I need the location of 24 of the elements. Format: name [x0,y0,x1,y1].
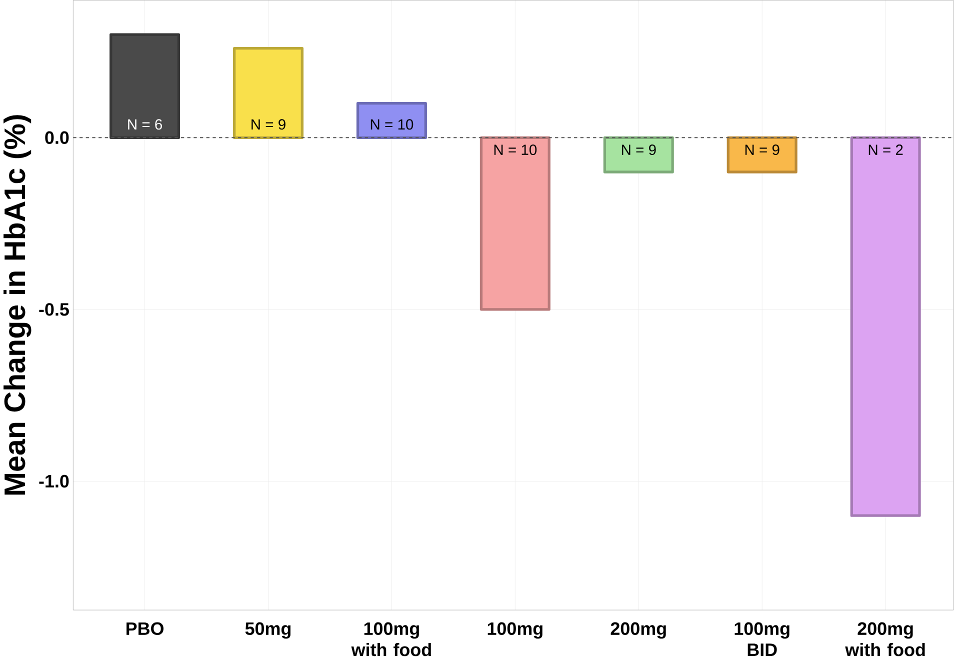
bar [356,102,427,139]
x-tick-label: 100mg BID [734,622,790,656]
annotation: N = 10 [370,119,414,130]
bar [726,136,798,174]
x-tick-label: 100mg with food [351,622,431,656]
y-tick-label: 0.0 [45,131,69,144]
annotation: N = 9 [622,144,656,155]
bar [850,136,921,517]
annotation: N = 2 [868,144,903,155]
x-tick-label: 200mg [610,622,666,638]
annotation: N = 10 [494,144,537,155]
x-tick-label: PBO [126,622,164,635]
annotation: N = 9 [252,119,286,130]
annotation: N = 6 [128,119,162,130]
x-tick-label: 100mg [488,622,542,638]
bar [232,46,304,139]
y-tick-label: -0.5 [39,302,69,316]
x-tick-label: 200mg with food [845,622,925,656]
annotation: N = 9 [745,144,780,155]
y-axis-title: Mean Change in HbA1c (%) [4,114,32,495]
bar [603,136,674,174]
y-tick-label: -1.0 [39,474,69,488]
x-tick-label: 50mg [245,622,291,638]
bar [480,136,550,311]
